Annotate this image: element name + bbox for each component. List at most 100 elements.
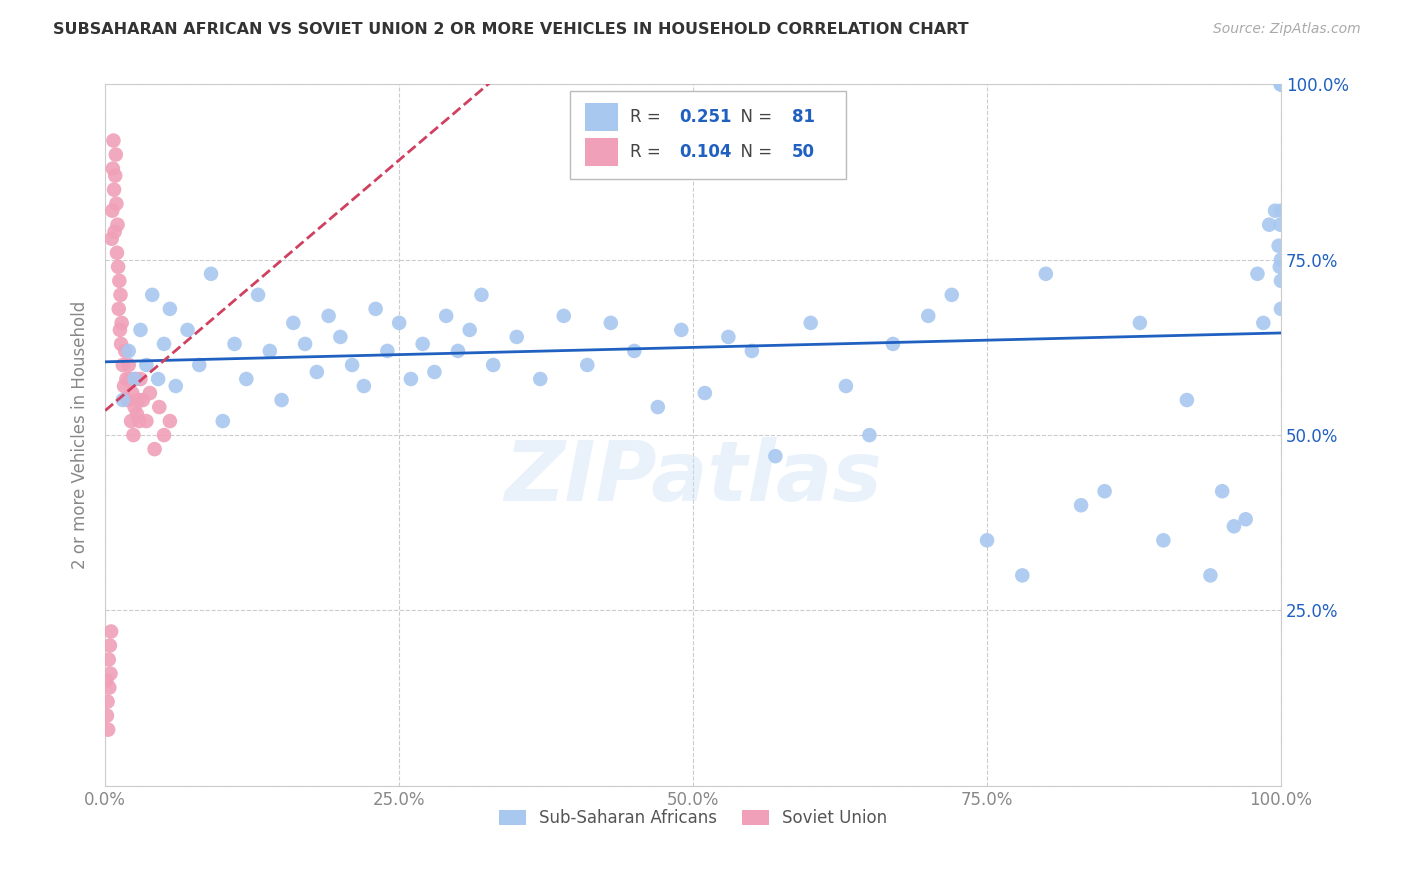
Text: 0.104: 0.104 (679, 144, 731, 161)
Point (399, 372, 422, 386)
Point (1270, 218, 1292, 232)
Point (103, 183, 125, 197)
Point (1267, 239, 1289, 253)
Text: SUBSAHARAN AFRICAN VS SOVIET UNION 2 OR MORE VEHICLES IN HOUSEHOLD CORRELATION C: SUBSAHARAN AFRICAN VS SOVIET UNION 2 OR … (53, 22, 969, 37)
Point (146, 372, 169, 386)
Point (1270, 78, 1292, 92)
Point (235, 372, 257, 386)
Point (139, 386, 162, 401)
Point (482, 358, 505, 372)
Point (107, 218, 129, 232)
Point (125, 407, 148, 421)
Point (1270, 252, 1292, 267)
Point (1270, 274, 1292, 288)
Point (176, 323, 198, 337)
Point (882, 337, 904, 351)
Point (111, 358, 134, 372)
Point (364, 301, 387, 316)
Point (329, 330, 352, 344)
Point (1270, 301, 1292, 316)
Point (101, 203, 124, 218)
Point (741, 343, 763, 358)
Point (858, 428, 880, 442)
Point (143, 442, 166, 457)
Point (1270, 78, 1292, 92)
Point (599, 316, 621, 330)
Point (917, 309, 939, 323)
Point (159, 414, 181, 428)
Point (107, 301, 129, 316)
Point (117, 392, 139, 407)
Point (112, 379, 135, 393)
Point (1011, 568, 1033, 582)
Point (120, 414, 142, 428)
Point (153, 337, 176, 351)
Point (115, 372, 138, 386)
Point (105, 245, 128, 260)
Point (128, 414, 150, 428)
Point (104, 225, 127, 239)
Point (976, 533, 998, 548)
Point (101, 161, 124, 176)
Point (353, 379, 375, 393)
Point (434, 309, 457, 323)
Point (96, 673, 118, 688)
Point (118, 343, 141, 358)
Point (165, 379, 187, 393)
Point (1175, 392, 1198, 407)
Bar (585, 103, 617, 131)
Text: 81: 81 (792, 109, 815, 127)
Bar (585, 138, 617, 167)
FancyBboxPatch shape (569, 92, 846, 179)
Point (148, 400, 170, 414)
Point (98, 639, 121, 653)
Point (122, 428, 145, 442)
Point (124, 400, 146, 414)
Point (1270, 78, 1292, 92)
Point (340, 358, 363, 372)
Point (458, 323, 481, 337)
Point (412, 337, 434, 351)
Point (800, 316, 823, 330)
Point (576, 358, 599, 372)
Point (132, 392, 155, 407)
Text: 50: 50 (792, 144, 815, 161)
Point (1211, 484, 1233, 499)
Point (111, 316, 134, 330)
Text: N =: N = (730, 109, 778, 127)
Text: ZIPatlas: ZIPatlas (505, 437, 882, 517)
Point (423, 365, 446, 379)
Point (107, 260, 129, 274)
Point (200, 267, 222, 281)
Point (97, 652, 120, 666)
Point (211, 414, 233, 428)
Point (1094, 484, 1116, 499)
Point (941, 288, 963, 302)
Point (388, 316, 411, 330)
Point (159, 301, 181, 316)
Point (294, 337, 316, 351)
Text: R =: R = (630, 144, 665, 161)
Point (247, 288, 270, 302)
Text: Source: ZipAtlas.com: Source: ZipAtlas.com (1213, 22, 1361, 37)
Point (105, 196, 128, 211)
Point (110, 288, 132, 302)
Point (1223, 519, 1246, 533)
Point (108, 323, 131, 337)
Point (118, 372, 141, 386)
Point (97, 695, 120, 709)
Text: R =: R = (630, 109, 665, 127)
Point (129, 372, 152, 386)
Point (1246, 267, 1268, 281)
Point (188, 358, 211, 372)
Point (447, 343, 470, 358)
Point (318, 309, 340, 323)
Point (529, 372, 551, 386)
Point (305, 365, 328, 379)
Point (1129, 316, 1152, 330)
Point (104, 169, 127, 183)
Point (111, 392, 134, 407)
Point (1253, 316, 1275, 330)
Point (121, 386, 143, 401)
Point (1234, 512, 1257, 526)
